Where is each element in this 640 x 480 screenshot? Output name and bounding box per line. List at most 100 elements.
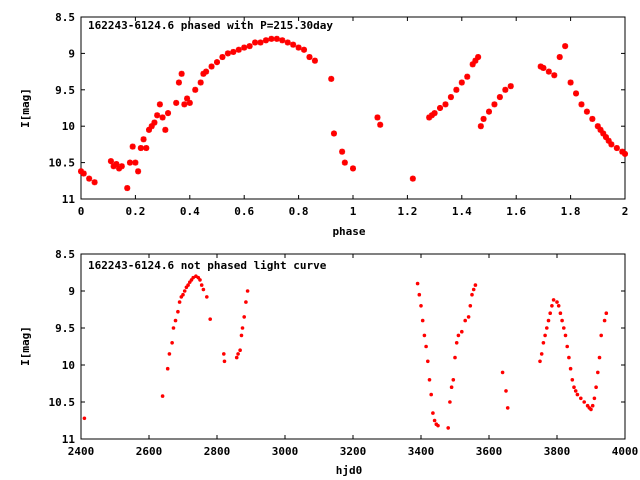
- data-point: [420, 318, 425, 323]
- data-point: [502, 86, 509, 93]
- data-point: [496, 94, 503, 101]
- data-point: [135, 168, 142, 175]
- y-tick-label: 11: [62, 433, 76, 446]
- data-point: [80, 170, 87, 177]
- data-point: [560, 318, 564, 323]
- x-tick-label: 2400: [68, 445, 95, 458]
- data-point: [541, 341, 546, 345]
- data-point: [589, 407, 593, 412]
- data-point: [464, 73, 471, 80]
- data-point: [431, 110, 438, 117]
- data-point: [545, 326, 549, 330]
- data-point: [176, 309, 180, 314]
- data-point: [417, 292, 422, 297]
- data-point: [563, 333, 568, 338]
- data-point: [208, 317, 212, 321]
- data-point: [555, 300, 559, 304]
- y-axis-label: I[mag]: [19, 326, 32, 366]
- x-tick-label: 0.4: [180, 205, 200, 218]
- x-tick-label: 0: [78, 205, 85, 218]
- data-point: [124, 185, 131, 192]
- y-tick-label: 9: [68, 47, 75, 60]
- y-tick-label: 9.5: [55, 322, 75, 335]
- data-point: [328, 75, 335, 82]
- data-point: [556, 304, 561, 308]
- data-point: [234, 355, 239, 360]
- data-point: [590, 403, 595, 408]
- data-point: [167, 352, 172, 356]
- plot-title: 162243-6124.6 not phased light curve: [88, 259, 327, 272]
- data-point: [539, 352, 544, 356]
- data-point: [437, 105, 444, 111]
- data-point: [622, 150, 628, 157]
- data-point: [562, 326, 566, 330]
- data-point: [173, 318, 178, 323]
- data-point: [160, 394, 165, 398]
- data-point: [184, 95, 191, 102]
- data-point: [330, 130, 337, 137]
- data-point: [471, 287, 476, 292]
- data-point: [451, 378, 456, 382]
- data-point: [447, 94, 454, 101]
- data-point: [236, 352, 240, 356]
- data-point: [239, 333, 244, 338]
- data-point: [182, 289, 187, 293]
- data-point: [468, 304, 473, 308]
- data-point: [203, 68, 210, 75]
- data-point: [156, 101, 163, 108]
- x-ticks: 2400 2600 2800 3000 3200 3400 3600 3800 4000: [68, 254, 639, 458]
- data-point: [446, 426, 451, 430]
- x-tick-label: 3200: [340, 445, 367, 458]
- y-ticks: 8.5 9 9.5 10 10.5 11: [49, 11, 625, 206]
- data-point: [415, 281, 420, 286]
- data-point: [170, 341, 174, 345]
- data-point: [165, 110, 172, 117]
- data-point: [570, 378, 575, 382]
- data-point: [453, 355, 457, 360]
- data-point: [596, 370, 600, 375]
- data-point: [409, 175, 416, 182]
- data-point: [175, 79, 182, 86]
- data-point: [143, 145, 150, 152]
- data-point: [86, 175, 93, 182]
- x-tick-label: 4000: [612, 445, 639, 458]
- data-point: [473, 283, 478, 287]
- data-point: [132, 159, 139, 166]
- x-axis-label: phase: [332, 225, 365, 238]
- data-point: [597, 355, 602, 360]
- x-tick-label: 0.2: [125, 205, 145, 218]
- data-point: [424, 344, 428, 349]
- data-point: [504, 389, 508, 393]
- data-point: [548, 311, 552, 316]
- data-point: [186, 99, 193, 106]
- data-point: [374, 114, 381, 121]
- data-point: [594, 385, 598, 390]
- x-tick-label: 1.8: [561, 205, 581, 218]
- data-point: [306, 54, 313, 61]
- x-tick-label: 2: [622, 205, 629, 218]
- data-point: [208, 63, 215, 70]
- data-point: [589, 115, 596, 122]
- data-point: [162, 126, 169, 133]
- data-point: [242, 315, 246, 319]
- y-tick-label: 10.5: [49, 157, 76, 170]
- data-point: [173, 99, 180, 106]
- data-point: [551, 72, 558, 79]
- data-point: [572, 385, 576, 390]
- data-point: [222, 359, 227, 364]
- data-point: [199, 283, 204, 287]
- data-point: [245, 289, 250, 293]
- data-point: [505, 406, 510, 410]
- x-tick-label: 0.8: [289, 205, 309, 218]
- data-point: [573, 389, 578, 393]
- x-tick-label: 3000: [272, 445, 299, 458]
- x-tick-label: 2600: [136, 445, 163, 458]
- data-point: [491, 101, 498, 108]
- data-point: [432, 418, 437, 423]
- plot-title: 162243-6124.6 phased with P=215.30day: [88, 19, 333, 32]
- data-point: [475, 54, 482, 61]
- y-ticks: 8.5 9 9.5 10 10.5 11: [49, 248, 625, 446]
- data-point: [230, 48, 237, 55]
- y-tick-label: 8.5: [55, 11, 75, 24]
